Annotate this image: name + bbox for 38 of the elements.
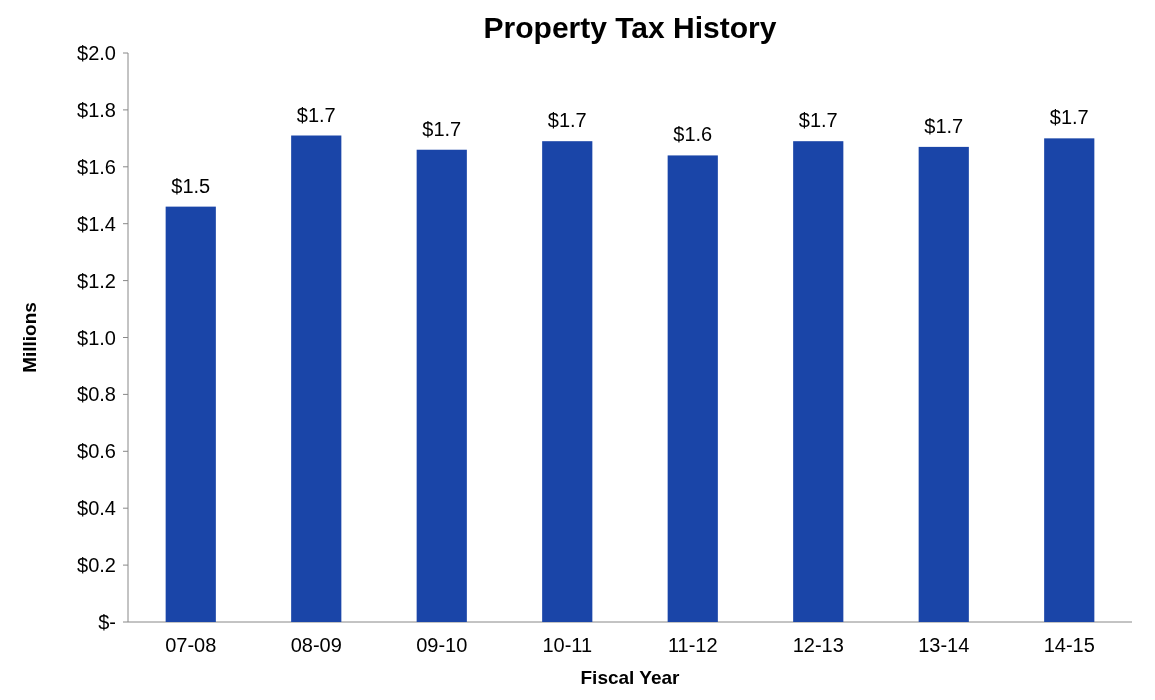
x-tick-label: 10-11 <box>542 634 593 656</box>
bar <box>1044 138 1095 622</box>
y-tick-label: $1.6 <box>77 155 116 178</box>
x-tick-label: 07-08 <box>165 634 217 656</box>
y-tick-label: $0.2 <box>77 554 116 577</box>
x-tick-label: 08-09 <box>290 634 342 656</box>
bar <box>416 149 467 622</box>
y-tick-label: $- <box>98 611 116 633</box>
y-axis-title: Millions <box>19 302 40 373</box>
bar <box>165 206 216 622</box>
x-tick-label: 09-10 <box>416 634 468 656</box>
bar <box>542 141 593 622</box>
bar <box>793 141 844 622</box>
y-tick-label: $1.2 <box>77 269 116 292</box>
y-tick-label: $2.0 <box>77 42 116 64</box>
data-label: $1.7 <box>1049 106 1089 129</box>
data-label: $1.5 <box>171 174 211 197</box>
y-tick-label: $1.0 <box>77 326 116 349</box>
bar <box>918 146 969 622</box>
y-tick-label: $1.8 <box>77 98 116 121</box>
chart-title: Property Tax History <box>483 11 777 44</box>
x-tick-label: 13-14 <box>918 634 970 656</box>
y-tick-label: $1.4 <box>77 212 116 235</box>
y-tick-label: $0.8 <box>77 383 116 406</box>
x-tick-label: 11-12 <box>667 634 718 656</box>
data-label: $1.7 <box>798 109 838 132</box>
x-axis-title: Fiscal Year <box>580 667 681 688</box>
bar <box>291 135 342 622</box>
y-tick-label: $0.6 <box>77 440 116 463</box>
data-label: $1.7 <box>547 109 587 132</box>
bar <box>667 155 718 622</box>
x-tick-label: 14-15 <box>1043 634 1095 656</box>
data-label: $1.7 <box>296 103 336 126</box>
x-tick-label: 12-13 <box>792 634 844 656</box>
data-label: $1.6 <box>673 123 713 146</box>
y-tick-label: $0.4 <box>77 497 116 520</box>
data-label: $1.7 <box>422 117 462 140</box>
data-label: $1.7 <box>924 114 964 137</box>
